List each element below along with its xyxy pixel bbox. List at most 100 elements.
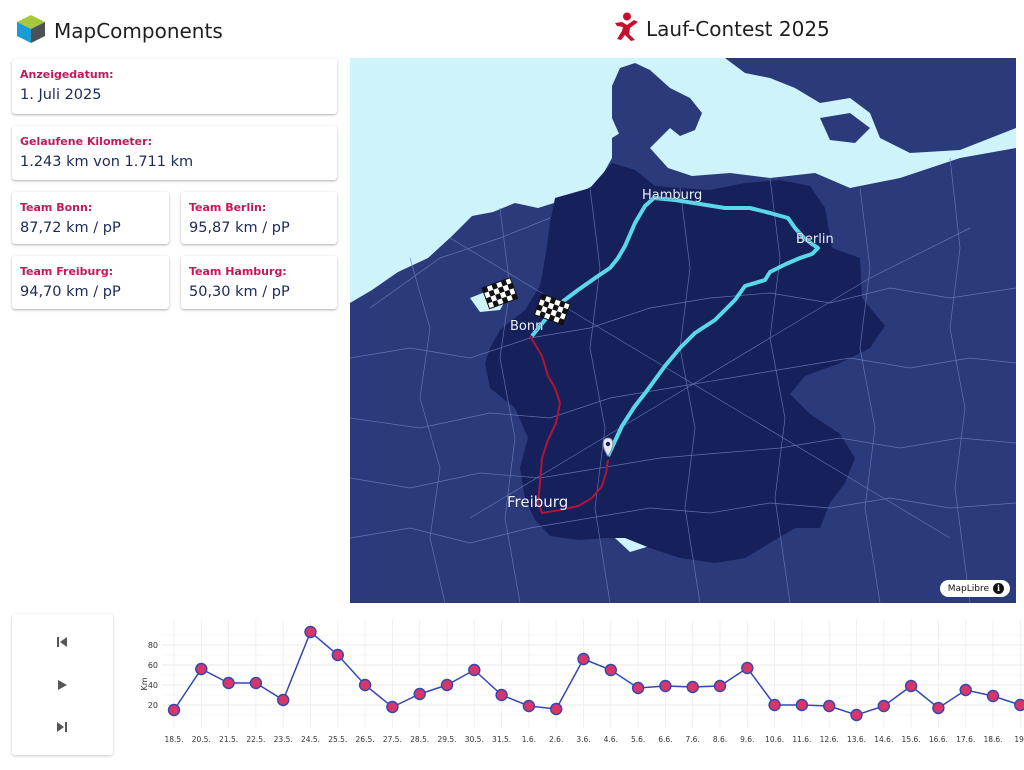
x-tick-label: 9.6. xyxy=(740,735,754,744)
data-point[interactable] xyxy=(358,678,372,692)
x-tick-label: 30.5. xyxy=(465,735,484,744)
app-header: MapComponents Lauf-Contest 2025 xyxy=(0,0,1024,58)
x-tick-label: 28.5. xyxy=(410,735,429,744)
x-tick-label: 31.5. xyxy=(492,735,511,744)
x-tick-label: 15.6. xyxy=(902,735,921,744)
data-point[interactable] xyxy=(986,689,1000,703)
x-tick-label: 16.6. xyxy=(929,735,948,744)
x-tick-label: 7.6. xyxy=(686,735,700,744)
x-tick-label: 14.6. xyxy=(874,735,893,744)
denmark xyxy=(612,63,702,150)
contest-title: Lauf-Contest 2025 xyxy=(612,12,830,46)
play-button[interactable] xyxy=(50,673,74,697)
data-point[interactable] xyxy=(195,662,208,676)
data-point[interactable] xyxy=(386,700,399,714)
x-tick-label: 4.6. xyxy=(604,735,618,744)
x-tick-label: 27.5. xyxy=(383,735,402,744)
data-point[interactable] xyxy=(413,687,426,701)
info-icon[interactable]: i xyxy=(993,583,1004,594)
data-point[interactable] xyxy=(522,699,536,713)
data-point[interactable] xyxy=(932,701,945,715)
data-point[interactable] xyxy=(440,678,454,692)
data-point[interactable] xyxy=(741,661,754,675)
y-tick-label: 80 xyxy=(148,641,158,650)
x-tick-label: 8.6. xyxy=(713,735,727,744)
team-bonn-label: Team Bonn: xyxy=(20,201,93,214)
contest-name: Lauf-Contest 2025 xyxy=(646,17,830,41)
city-label-berlin: Berlin xyxy=(796,232,834,247)
map-canvas[interactable]: Hamburg Berlin Bonn Freiburg MapLibre i xyxy=(350,58,1016,603)
x-tick-label: 18.5. xyxy=(164,735,183,744)
x-tick-label: 10.6. xyxy=(765,735,784,744)
x-tick-label: 25.5. xyxy=(328,735,347,744)
team-berlin-label: Team Berlin: xyxy=(189,201,267,214)
data-point[interactable] xyxy=(550,702,563,716)
x-tick-label: 12.6. xyxy=(820,735,839,744)
team-freiburg-value: 94,70 km / pP xyxy=(20,284,121,300)
maplibre-attribution[interactable]: MapLibre i xyxy=(939,580,1010,597)
x-tick-label: 21.5. xyxy=(219,735,238,744)
x-tick-label: 29.5. xyxy=(437,735,456,744)
x-tick-label: 11.6. xyxy=(792,735,811,744)
data-point[interactable] xyxy=(850,708,863,722)
data-point[interactable] xyxy=(604,663,617,677)
data-point[interactable] xyxy=(1014,698,1024,712)
finish-flag-icon xyxy=(481,277,519,310)
maplibre-text: MapLibre xyxy=(947,583,989,594)
data-point[interactable] xyxy=(768,698,781,712)
route-bonn-freiburg xyxy=(529,335,609,515)
playback-controls xyxy=(12,614,113,755)
x-tick-label: 18.6. xyxy=(983,735,1002,744)
data-point[interactable] xyxy=(904,679,918,693)
skip-back-icon xyxy=(56,633,68,652)
data-point[interactable] xyxy=(659,679,672,693)
data-point[interactable] xyxy=(276,693,290,707)
data-point[interactable] xyxy=(222,676,235,690)
x-tick-label: 22.5. xyxy=(246,735,265,744)
skip-back-button[interactable] xyxy=(50,630,74,654)
date-card: Anzeigedatum: 1. Juli 2025 xyxy=(12,59,337,114)
x-tick-label: 19. xyxy=(1014,735,1024,744)
data-point[interactable] xyxy=(249,676,263,690)
data-point[interactable] xyxy=(468,663,481,677)
position-marker-icon[interactable] xyxy=(602,437,614,457)
data-point[interactable] xyxy=(495,688,508,702)
x-tick-label: 17.6. xyxy=(956,735,975,744)
km-label: Gelaufene Kilometer: xyxy=(20,135,152,148)
data-point[interactable] xyxy=(304,625,317,639)
x-tick-label: 1.6. xyxy=(522,735,536,744)
data-point[interactable] xyxy=(713,679,727,693)
data-point[interactable] xyxy=(686,680,699,694)
y-tick-label: 40 xyxy=(148,681,158,690)
runner-logo-icon xyxy=(612,12,640,46)
x-tick-label: 20.5. xyxy=(192,735,211,744)
date-value: 1. Juli 2025 xyxy=(20,87,102,103)
brand[interactable]: MapComponents xyxy=(16,14,223,48)
data-point[interactable] xyxy=(959,683,972,697)
x-tick-label: 2.6. xyxy=(549,735,563,744)
data-point[interactable] xyxy=(167,703,181,717)
start-flag-icon xyxy=(533,293,571,326)
scandinavia xyxy=(725,58,1016,153)
data-point[interactable] xyxy=(877,699,890,713)
data-point[interactable] xyxy=(795,698,809,712)
road-network xyxy=(350,157,1016,603)
data-point[interactable] xyxy=(331,648,345,662)
x-tick-label: 5.6. xyxy=(631,735,645,744)
data-point[interactable] xyxy=(631,681,645,695)
chart-svg: 20 40 60 80 Km 18.5. 20.5. 21.5. 22.5. 23.5. 24.… xyxy=(140,620,1024,744)
data-point[interactable] xyxy=(823,699,836,713)
city-label-bonn: Bonn xyxy=(510,319,543,334)
y-tick-label: 20 xyxy=(148,701,158,710)
skip-forward-button[interactable] xyxy=(50,715,74,739)
team-berlin-card: Team Berlin: 95,87 km / pP xyxy=(181,192,337,244)
team-hamburg-card: Team Hamburg: 50,30 km / pP xyxy=(181,256,337,309)
date-label: Anzeigedatum: xyxy=(20,68,114,81)
mapcomponents-logo-icon xyxy=(16,14,46,48)
data-point[interactable] xyxy=(577,652,590,666)
y-axis-label: Km xyxy=(140,677,149,690)
x-tick-label: 13.6. xyxy=(847,735,866,744)
daily-km-chart: 20 40 60 80 Km 18.5. 20.5. 21.5. 22.5. 23.5. 24.… xyxy=(132,614,1024,766)
team-berlin-value: 95,87 km / pP xyxy=(189,220,290,236)
team-freiburg-label: Team Freiburg: xyxy=(20,265,114,278)
